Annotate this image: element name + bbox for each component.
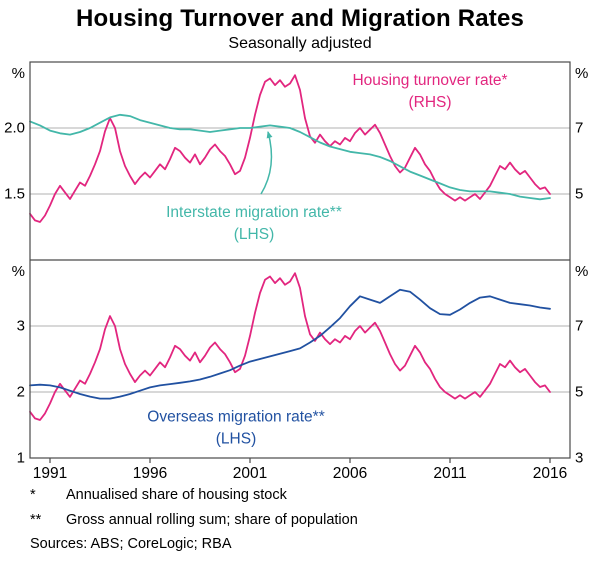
x-tick-label: 1991 [33,465,67,482]
chart-svg: 2.0 7 1.5 5% % 3 7 2 5 1 3% % 1991 1996 2001 2006 2011 20… [4,61,588,482]
annotation-0-line0: Housing turnover rate* [352,72,507,89]
annotation-1-line1: (LHS) [234,226,274,243]
x-tick-label: 2011 [433,465,466,482]
axis-label-right: 7 [575,318,583,335]
x-tick-label: 2016 [533,465,567,482]
chart-subtitle: Seasonally adjusted [228,35,372,52]
axis-label-left: 2 [17,384,25,401]
axis-label-right: 3 [575,450,583,467]
unit-label-left: % [12,263,25,280]
axis-label-right: 5 [575,186,583,203]
unit-label-right: % [575,65,588,82]
x-tick-label: 1996 [133,465,167,482]
series-line-interstate-migration-panel0 [29,113,551,201]
footnotes: * Annualised share of housing stock ** G… [0,484,600,555]
axis-label-left: 3 [17,318,25,335]
unit-label-right: % [575,263,588,280]
series-line-housing-turnover-panel0 [29,74,551,223]
axis-label-left: 2.0 [4,120,25,137]
footnote-1: * Annualised share of housing stock [30,486,584,506]
series-line-overseas-migration-panel1 [29,288,551,400]
annotation-0-line1: (RHS) [408,94,451,111]
axis-label-right: 7 [575,120,583,137]
footnote-1-text: Annualised share of housing stock [66,487,287,503]
axis-label-right: 5 [575,384,583,401]
footnote-2-text: Gross annual rolling sum; share of popul… [66,511,358,528]
annotation-arrow [260,130,273,195]
chart-title: Housing Turnover and Migration Rates [75,5,525,32]
annotation-2-line1: (LHS) [216,431,256,448]
footnote-2-marker: ** [30,511,42,528]
annotation-2-line0: Overseas migration rate** [147,409,324,426]
axis-label-left: 1.5 [4,186,25,203]
sources-line: Sources: ABS; CoreLogic; RBA [30,536,232,553]
x-tick-label: 2006 [333,465,367,482]
series-line-housing-turnover-panel1 [29,272,551,421]
chart-figure: 2.0 7 1.5 5%% 3 7 2 5 1 3%% 1991 1996 2001 2006 2011 20… [0,54,600,484]
footnote-2: ** Gross annual rolling sum; share of po… [30,511,584,531]
unit-label-left: % [12,65,25,82]
footnote-1-marker: * [30,487,36,503]
annotation-1-line0: Interstate migration rate** [166,204,342,221]
x-tick-label: 2001 [233,465,267,482]
axis-label-left: 1 [17,450,25,467]
